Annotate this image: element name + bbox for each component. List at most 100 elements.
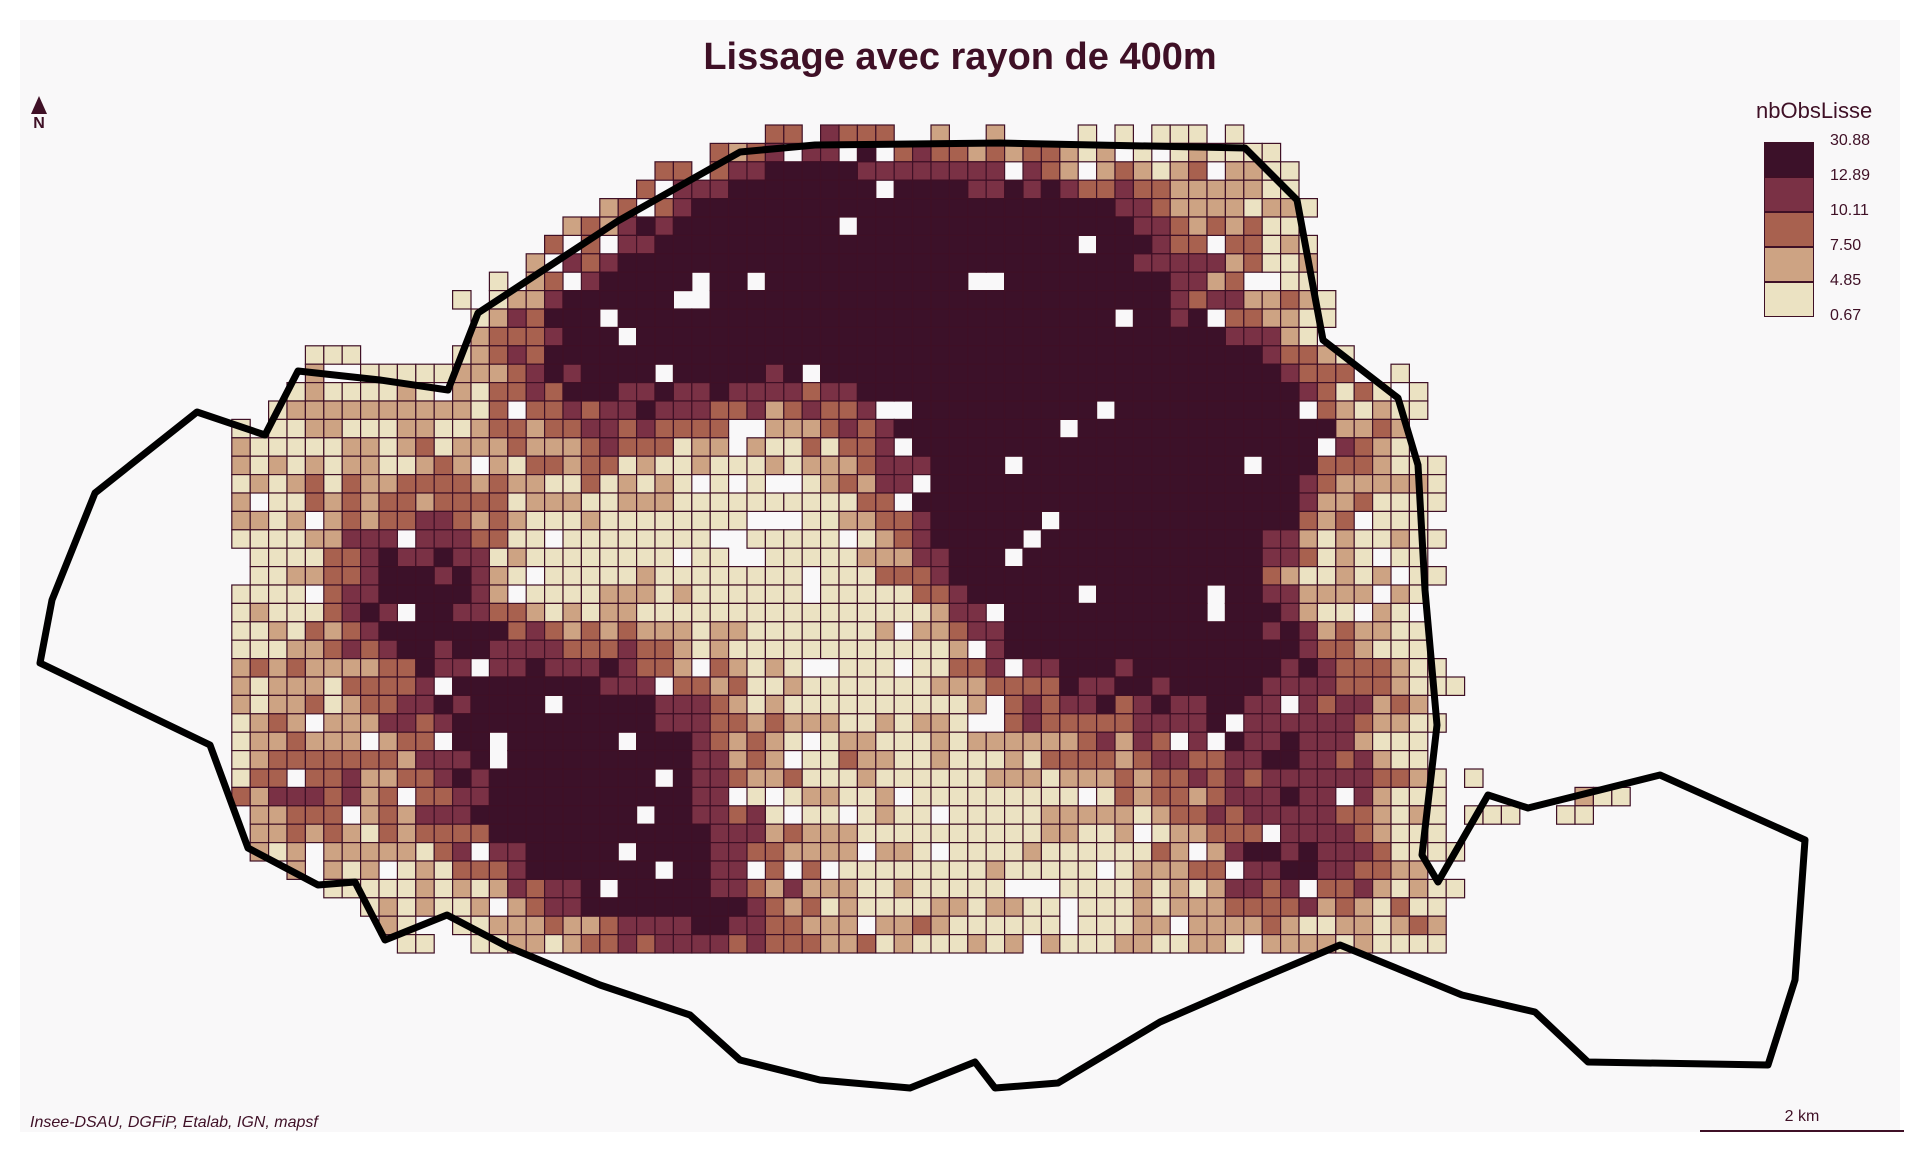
grid-cell bbox=[819, 363, 840, 384]
grid-cell bbox=[562, 290, 582, 310]
grid-cell bbox=[1298, 510, 1318, 531]
grid-cell bbox=[911, 418, 932, 439]
grid-cell bbox=[1003, 234, 1024, 255]
grid-cell bbox=[672, 731, 693, 752]
grid-cell bbox=[1132, 731, 1153, 752]
grid-cell bbox=[783, 657, 803, 678]
grid-cell bbox=[819, 529, 840, 549]
grid-cell bbox=[1169, 437, 1190, 457]
grid-cell bbox=[727, 639, 748, 660]
grid-cell bbox=[396, 510, 417, 531]
grid-cell bbox=[470, 547, 490, 568]
grid-cell bbox=[1132, 179, 1153, 200]
grid-cell bbox=[948, 768, 969, 788]
grid-cell bbox=[1279, 418, 1300, 439]
grid-cell bbox=[415, 676, 435, 696]
grid-cell bbox=[783, 823, 803, 844]
grid-cell bbox=[488, 382, 509, 402]
grid-cell bbox=[948, 915, 969, 936]
grid-cell bbox=[1077, 565, 1098, 586]
grid-cell bbox=[635, 897, 656, 917]
grid-cell bbox=[580, 713, 601, 733]
grid-cell bbox=[470, 602, 490, 623]
grid-cell bbox=[1390, 676, 1410, 696]
grid-cell bbox=[1059, 198, 1079, 218]
grid-cell bbox=[1151, 694, 1171, 715]
grid-cell bbox=[691, 363, 711, 384]
grid-cell bbox=[635, 400, 656, 420]
grid-cell bbox=[488, 878, 509, 899]
grid-cell bbox=[599, 253, 619, 273]
grid-cell bbox=[672, 749, 693, 770]
grid-cell bbox=[599, 584, 619, 604]
grid-cell bbox=[1077, 326, 1098, 347]
grid-cell bbox=[856, 326, 877, 347]
grid-cell bbox=[1095, 363, 1116, 384]
grid-cell bbox=[396, 731, 417, 752]
grid-cell bbox=[1243, 565, 1263, 586]
grid-cell bbox=[709, 713, 730, 733]
grid-cell bbox=[249, 565, 270, 586]
grid-cell bbox=[1298, 639, 1318, 660]
grid-cell bbox=[1059, 529, 1079, 549]
grid-cell bbox=[470, 805, 490, 825]
grid-cell bbox=[378, 841, 398, 862]
grid-cell bbox=[599, 694, 619, 715]
grid-cell bbox=[1003, 345, 1024, 365]
grid-cell bbox=[1003, 915, 1024, 936]
grid-cell bbox=[672, 823, 693, 844]
grid-cell bbox=[1187, 713, 1208, 733]
grid-cell bbox=[783, 437, 803, 457]
grid-cell bbox=[875, 382, 895, 402]
grid-cell bbox=[617, 382, 638, 402]
grid-cell bbox=[1335, 382, 1355, 402]
grid-cell bbox=[341, 823, 362, 844]
grid-cell bbox=[1243, 363, 1263, 384]
grid-cell bbox=[635, 216, 656, 236]
grid-cell bbox=[985, 326, 1006, 347]
grid-cell bbox=[1353, 400, 1374, 420]
grid-cell bbox=[1114, 602, 1134, 623]
grid-cell bbox=[1040, 161, 1061, 181]
grid-cell bbox=[727, 161, 748, 181]
grid-cell bbox=[415, 841, 435, 862]
grid-cell bbox=[1095, 768, 1116, 788]
grid-cell bbox=[1114, 639, 1134, 660]
grid-cell bbox=[1243, 290, 1263, 310]
grid-cell bbox=[617, 805, 638, 825]
grid-cell bbox=[746, 234, 766, 255]
grid-cell bbox=[1059, 474, 1079, 494]
grid-cell bbox=[599, 786, 619, 807]
grid-cell bbox=[1224, 510, 1245, 531]
grid-cell bbox=[856, 124, 877, 144]
grid-cell bbox=[1040, 897, 1061, 917]
grid-cell bbox=[1040, 492, 1061, 512]
grid-cell bbox=[580, 805, 601, 825]
grid-cell bbox=[801, 878, 822, 899]
grid-cell bbox=[599, 345, 619, 365]
grid-cell bbox=[819, 897, 840, 917]
grid-cell bbox=[507, 805, 527, 825]
grid-cell bbox=[1022, 915, 1042, 936]
grid-cell bbox=[1279, 676, 1300, 696]
grid-cell bbox=[617, 474, 638, 494]
grid-cell bbox=[1151, 363, 1171, 384]
grid-cell bbox=[1095, 915, 1116, 936]
grid-cell bbox=[378, 529, 398, 549]
grid-cell bbox=[617, 234, 638, 255]
grid-cell bbox=[1003, 565, 1024, 586]
grid-cell bbox=[727, 584, 748, 604]
grid-cell bbox=[1169, 400, 1190, 420]
grid-cell bbox=[1040, 786, 1061, 807]
grid-cell bbox=[286, 437, 306, 457]
grid-cell bbox=[893, 915, 914, 936]
grid-cell bbox=[1298, 786, 1318, 807]
grid-cell bbox=[1169, 418, 1190, 439]
grid-cell bbox=[1095, 510, 1116, 531]
grid-cell bbox=[1077, 492, 1098, 512]
grid-cell bbox=[1095, 253, 1116, 273]
grid-cell bbox=[599, 749, 619, 770]
grid-cell bbox=[911, 584, 932, 604]
grid-cell bbox=[727, 455, 748, 476]
grid-cell bbox=[948, 253, 969, 273]
